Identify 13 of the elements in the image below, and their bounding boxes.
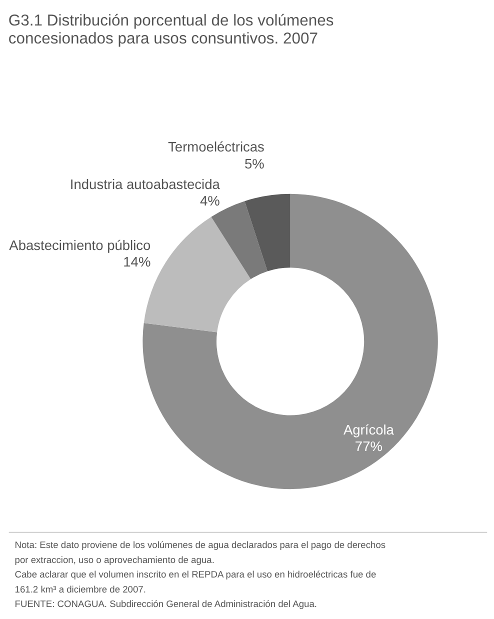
donut-slice xyxy=(244,194,290,272)
slice-label: Termoeléctricas xyxy=(168,140,265,155)
data-label: 4% xyxy=(200,194,220,209)
text: Nota: Este dato proviene de los volúmenes de agua declarados para el pago de derechos por extraccion, uso o aprovechamiento de agua. xyxy=(14,540,386,565)
slice-label: Abastecimiento público xyxy=(9,238,152,253)
text: Cabe aclarar que el volumen inscrito en el REPDA para el uso en hidroeléctricas fue de 161.2 km³ a diciembre de 2007. xyxy=(14,570,376,594)
slice-label: Agrícola xyxy=(343,422,394,438)
source-note: FUENTE: CONAGUA. Subdirección General de Administración del Agua. xyxy=(14,599,318,610)
data-label: 77% xyxy=(354,439,382,454)
slice-label: Industria autoabastecida xyxy=(70,176,220,192)
data-label: 14% xyxy=(123,254,151,270)
chart-title: G3.1 Distribución porcentual de los volúmenes concesionados para usos consuntivos. 2007 xyxy=(8,12,334,48)
data-label: 5% xyxy=(244,156,264,172)
